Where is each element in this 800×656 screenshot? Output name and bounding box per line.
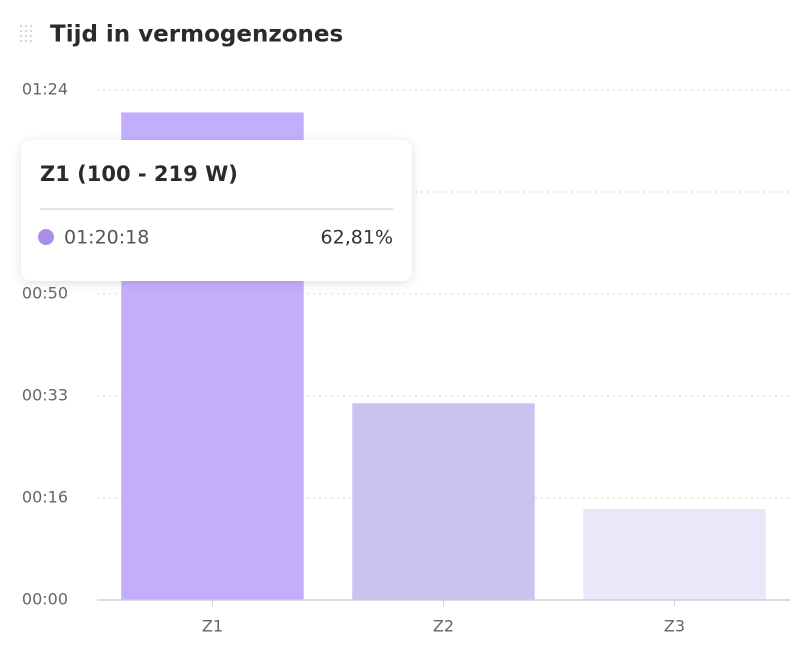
y-tick-label: 01:24 [22, 80, 68, 99]
x-tick-label: Z1 [202, 617, 223, 636]
tooltip-dot [38, 229, 54, 245]
y-tick-label: 00:33 [22, 386, 68, 405]
x-tick-label: Z2 [433, 617, 454, 636]
tooltip-box [21, 140, 412, 281]
tooltip: Z1 (100 - 219 W) 01:20:18 62,81% [21, 140, 412, 281]
drag-handle[interactable] [20, 25, 32, 42]
x-tick-label: Z3 [664, 617, 685, 636]
bar [583, 508, 766, 600]
tooltip-title: Z1 (100 - 219 W) [40, 162, 238, 186]
y-tick-label: 00:00 [22, 590, 68, 609]
y-tick-label: 00:16 [22, 488, 68, 507]
chart-title: Tijd in vermogenzones [50, 22, 343, 48]
bar [352, 403, 535, 600]
tooltip-value: 01:20:18 [64, 227, 149, 249]
tooltip-percent: 62,81% [321, 227, 393, 249]
y-tick-label: 00:50 [22, 284, 68, 303]
